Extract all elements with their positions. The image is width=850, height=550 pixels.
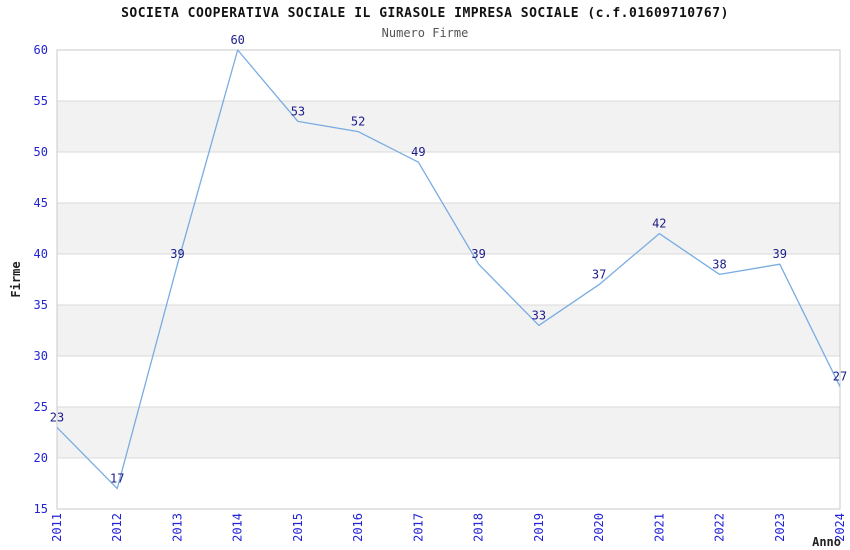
y-tick-label: 35 xyxy=(34,298,48,312)
x-tick-label: 2016 xyxy=(351,513,365,542)
y-tick-label: 30 xyxy=(34,349,48,363)
data-point-label: 39 xyxy=(773,247,787,261)
y-tick-label: 25 xyxy=(34,400,48,414)
data-point-label: 27 xyxy=(833,370,847,384)
data-point-label: 42 xyxy=(652,217,666,231)
y-tick-label: 40 xyxy=(34,247,48,261)
data-point-label: 17 xyxy=(110,472,124,486)
plot-border xyxy=(56,49,841,510)
y-axis-title: Firme xyxy=(9,261,23,297)
x-axis-title: Anno xyxy=(812,535,841,549)
x-tick-label: 2024 xyxy=(833,513,847,542)
x-tick-label: 2011 xyxy=(50,513,64,542)
plot-band xyxy=(57,101,840,152)
x-tick-label: 2022 xyxy=(713,513,727,542)
data-point-label: 37 xyxy=(592,268,606,282)
plot-band xyxy=(57,305,840,356)
x-tick-label: 2018 xyxy=(472,513,486,542)
data-point-label: 53 xyxy=(291,104,305,118)
y-tick-label: 45 xyxy=(34,196,48,210)
x-tick-label: 2020 xyxy=(592,513,606,542)
x-tick-label: 2017 xyxy=(411,513,425,542)
x-tick-label: 2021 xyxy=(652,513,666,542)
data-point-label: 33 xyxy=(532,308,546,322)
x-tick-label: 2014 xyxy=(231,513,245,542)
x-tick-label: 2013 xyxy=(170,513,184,542)
data-point-label: 49 xyxy=(411,145,425,159)
y-tick-label: 50 xyxy=(34,145,48,159)
y-tick-label: 55 xyxy=(34,94,48,108)
data-point-label: 39 xyxy=(471,247,485,261)
data-point-label: 60 xyxy=(230,33,244,47)
data-point-label: 52 xyxy=(351,115,365,129)
x-tick-label: 2019 xyxy=(532,513,546,542)
y-tick-label: 60 xyxy=(34,43,48,57)
plot-band xyxy=(57,407,840,458)
data-point-label: 23 xyxy=(50,410,64,424)
data-point-label: 39 xyxy=(170,247,184,261)
y-tick-label: 15 xyxy=(34,502,48,516)
x-tick-label: 2012 xyxy=(110,513,124,542)
y-tick-label: 20 xyxy=(34,451,48,465)
data-point-label: 38 xyxy=(712,257,726,271)
chart-subtitle: Numero Firme xyxy=(381,26,469,40)
data-line xyxy=(56,49,841,490)
x-tick-label: 2023 xyxy=(773,513,787,542)
x-tick-label: 2015 xyxy=(291,513,305,542)
chart-title: SOCIETA COOPERATIVA SOCIALE IL GIRASOLE … xyxy=(121,6,729,21)
